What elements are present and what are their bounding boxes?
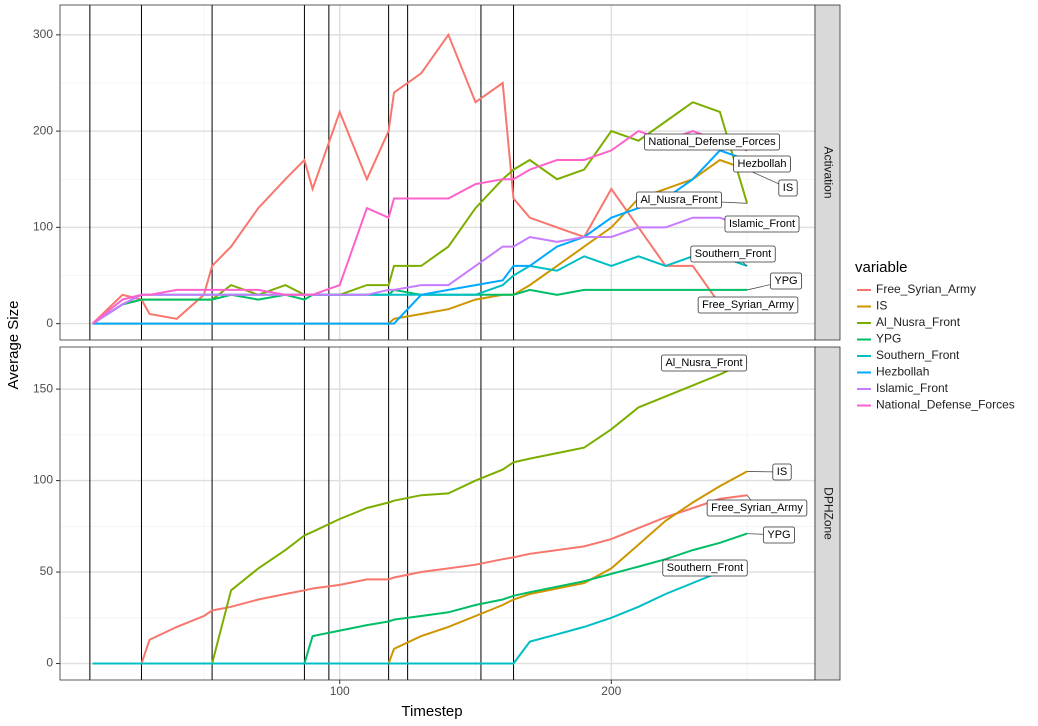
strip-label: DPHZone	[821, 487, 835, 540]
series-label: YPG	[769, 272, 803, 290]
series-label: Al_Nusra_Front	[636, 191, 722, 209]
y-tick-label: 100	[33, 220, 53, 234]
label-text: Islamic_Front	[729, 218, 795, 230]
y-tick-label: 200	[33, 123, 53, 137]
series-line	[92, 563, 748, 665]
label-text: Free_Syrian_Army	[702, 299, 794, 311]
label-text: National_Defense_Forces	[648, 136, 776, 148]
label-text: YPG	[774, 275, 797, 287]
series-label: YPG	[762, 526, 796, 544]
y-axis-title: Average Size	[5, 301, 22, 390]
y-tick-label: 0	[46, 656, 53, 670]
legend-label: National_Defense_Forces	[876, 398, 1015, 412]
label-text: IS	[783, 182, 793, 194]
series-line	[92, 216, 748, 325]
strip-label: Activation	[821, 146, 835, 198]
label-text: Al_Nusra_Front	[640, 194, 717, 206]
legend-label: Free_Syrian_Army	[876, 282, 976, 296]
label-box	[769, 272, 803, 290]
label-text: Southern_Front	[667, 562, 743, 574]
label-box	[661, 354, 747, 372]
legend-label: Hezbollah	[876, 365, 929, 379]
series-line	[92, 288, 748, 325]
legend-label: Southern_Front	[876, 348, 960, 362]
series-label: IS	[778, 179, 798, 197]
series-label: Al_Nusra_Front	[661, 354, 747, 372]
series-label: Southern_Front	[662, 559, 748, 577]
label-text: IS	[777, 466, 787, 478]
label-box	[662, 559, 748, 577]
y-tick-label: 300	[33, 27, 53, 41]
series-line	[91, 129, 748, 325]
legend-label: YPG	[876, 332, 901, 346]
y-tick-label: 0	[46, 316, 53, 330]
strip-background	[814, 346, 841, 681]
label-box	[778, 179, 798, 197]
panel-background	[60, 347, 815, 680]
x-tick-label: 100	[330, 684, 350, 698]
label-text: Al_Nusra_Front	[665, 357, 742, 369]
label-box	[772, 463, 792, 481]
label-box	[690, 245, 776, 263]
x-tick-label: 200	[601, 684, 621, 698]
series-label: IS	[772, 463, 792, 481]
label-text: Southern_Front	[695, 248, 771, 260]
series-label: Southern_Front	[690, 245, 776, 263]
label-box	[724, 215, 800, 233]
label-text: Hezbollah	[738, 158, 787, 170]
label-box	[697, 296, 799, 314]
y-tick-label: 150	[33, 381, 53, 395]
series-label: National_Defense_Forces	[644, 133, 780, 151]
series-line	[92, 494, 748, 665]
series-label: Free_Syrian_Army	[706, 499, 808, 517]
legend-label: Islamic_Front	[876, 381, 949, 395]
series-label: Hezbollah	[733, 155, 791, 173]
legend-label: Al_Nusra_Front	[876, 315, 961, 329]
label-text: Free_Syrian_Army	[711, 502, 803, 514]
x-axis-title: Timestep	[401, 703, 462, 720]
label-text: YPG	[767, 529, 790, 541]
y-tick-label: 50	[40, 564, 54, 578]
label-box	[644, 133, 780, 151]
series-line	[92, 149, 748, 325]
series-label: Free_Syrian_Army	[697, 296, 799, 314]
label-box	[636, 191, 722, 209]
legend-label: IS	[876, 299, 887, 313]
strip-background	[814, 4, 841, 341]
y-tick-label: 100	[33, 473, 53, 487]
label-box	[762, 526, 796, 544]
label-box	[733, 155, 791, 173]
legend-title: variable	[855, 259, 908, 276]
label-box	[706, 499, 808, 517]
series-label: Islamic_Front	[724, 215, 800, 233]
